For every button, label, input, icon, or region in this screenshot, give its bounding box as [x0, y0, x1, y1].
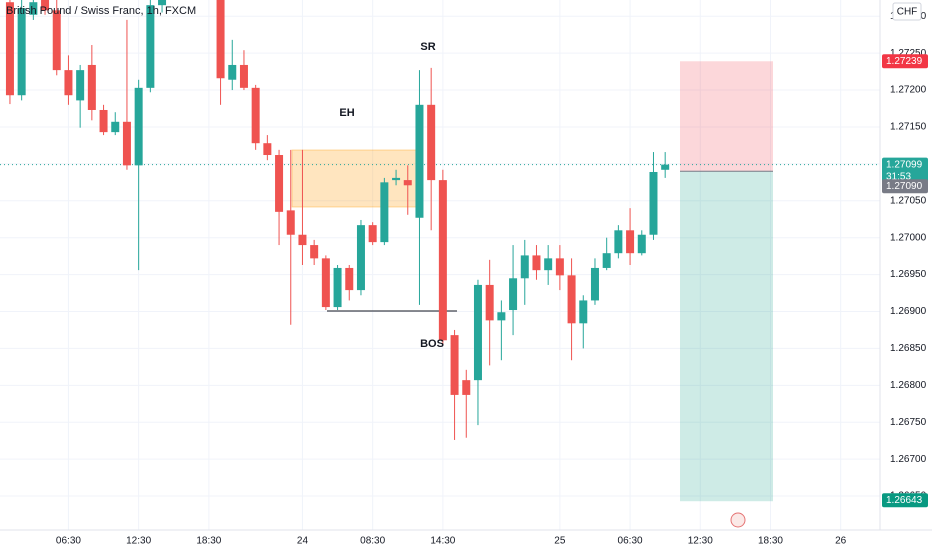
candle-body	[368, 225, 377, 243]
annotation: EH	[339, 107, 354, 119]
stop-label: 1.27239	[886, 56, 923, 67]
x-tick-label: 12:30	[688, 536, 713, 547]
y-tick-label: 1.27050	[890, 195, 927, 206]
y-tick-label: 1.27200	[890, 85, 927, 96]
candle-body	[626, 230, 635, 254]
candle-body	[64, 70, 73, 96]
entry-label-box	[882, 179, 928, 194]
y-tick-label: 1.26900	[890, 306, 927, 317]
x-tick-label: 06:30	[618, 536, 643, 547]
candle-body	[275, 155, 284, 212]
candle-body	[76, 70, 85, 101]
last-price-label: 1.27099	[886, 159, 923, 170]
candle-body	[321, 258, 330, 308]
candle-body	[403, 180, 412, 186]
candle-body	[216, 0, 225, 79]
y-tick-label: 1.26700	[890, 454, 927, 465]
y-tick-label: 1.26950	[890, 269, 927, 280]
y-tick-label: 1.26800	[890, 380, 927, 391]
candle-body	[450, 335, 459, 395]
candle-body	[649, 171, 658, 235]
candle-body	[509, 278, 518, 311]
candle-body	[298, 234, 307, 246]
x-tick-label: 08:30	[360, 536, 385, 547]
candle-body	[17, 8, 26, 96]
x-tick-label: 14:30	[430, 536, 455, 547]
chart-title: British Pound / Swiss Franc, 1h, FXCM	[6, 5, 196, 17]
candle-body	[579, 300, 588, 324]
candle-body	[544, 258, 553, 271]
currency-box	[892, 2, 922, 21]
y-tick-label: 1.26850	[890, 343, 927, 354]
x-tick-label: 25	[554, 536, 566, 547]
stop-label-box	[882, 54, 928, 69]
candle-body	[263, 143, 272, 156]
countdown: 31:53	[886, 171, 911, 182]
candle-body	[473, 284, 482, 381]
plot-area	[0, 0, 880, 502]
stop-zone	[680, 61, 773, 172]
candle-body	[158, 0, 167, 6]
candle-body	[462, 380, 471, 395]
candle-body	[251, 87, 260, 144]
x-tick-label: 06:30	[56, 536, 81, 547]
candle-body	[661, 164, 670, 170]
candle-body	[345, 267, 354, 291]
y-tick-label: 1.26750	[890, 417, 927, 428]
candle-body	[427, 104, 436, 181]
candle-body	[532, 255, 541, 271]
candle-body	[520, 255, 529, 279]
target-label-box	[882, 493, 928, 508]
candle-body	[380, 182, 389, 243]
candle-body	[497, 312, 506, 321]
currency: CHF	[897, 7, 918, 18]
x-tick-label: 26	[835, 536, 847, 547]
y-tick-label: 1.27000	[890, 232, 927, 243]
candle-body	[146, 5, 155, 88]
candle-body	[5, 2, 14, 96]
candle-body	[567, 275, 576, 324]
event-icon[interactable]	[730, 512, 746, 528]
candle-body	[134, 87, 143, 166]
x-tick-label: 18:30	[758, 536, 783, 547]
candle-body	[228, 64, 237, 80]
candle-body	[590, 267, 599, 301]
candle-body	[286, 210, 295, 235]
candle-body	[555, 258, 564, 276]
candle-body	[392, 177, 401, 181]
candle-body	[111, 121, 120, 133]
x-tick-label: 12:30	[126, 536, 151, 547]
candle-body	[356, 225, 365, 291]
candle-body	[29, 2, 38, 15]
candle-body	[41, 0, 50, 11]
y-tick-label: 1.27150	[890, 122, 927, 133]
candle-body	[87, 64, 96, 110]
candle-body	[122, 121, 131, 166]
candle-body	[614, 230, 623, 254]
entry-label: 1.27090	[886, 181, 923, 192]
y-tick-label: 1.27250	[890, 48, 927, 59]
annotation: SR	[420, 41, 435, 53]
candle-body	[333, 267, 342, 308]
candle-body	[99, 109, 108, 133]
candle-body	[602, 253, 611, 268]
annotation: BOS	[420, 338, 444, 350]
candle-body	[239, 64, 248, 88]
target-zone	[680, 171, 773, 502]
x-tick-label: 24	[297, 536, 309, 547]
candle-body	[415, 104, 424, 218]
candle-body	[485, 284, 494, 321]
candle-body	[52, 10, 61, 71]
candle-body	[438, 180, 447, 341]
candle-body	[310, 245, 319, 259]
target-label: 1.26643	[886, 495, 923, 506]
candle-body	[637, 234, 646, 254]
x-tick-label: 18:30	[196, 536, 221, 547]
last-price-label-box	[882, 157, 928, 184]
